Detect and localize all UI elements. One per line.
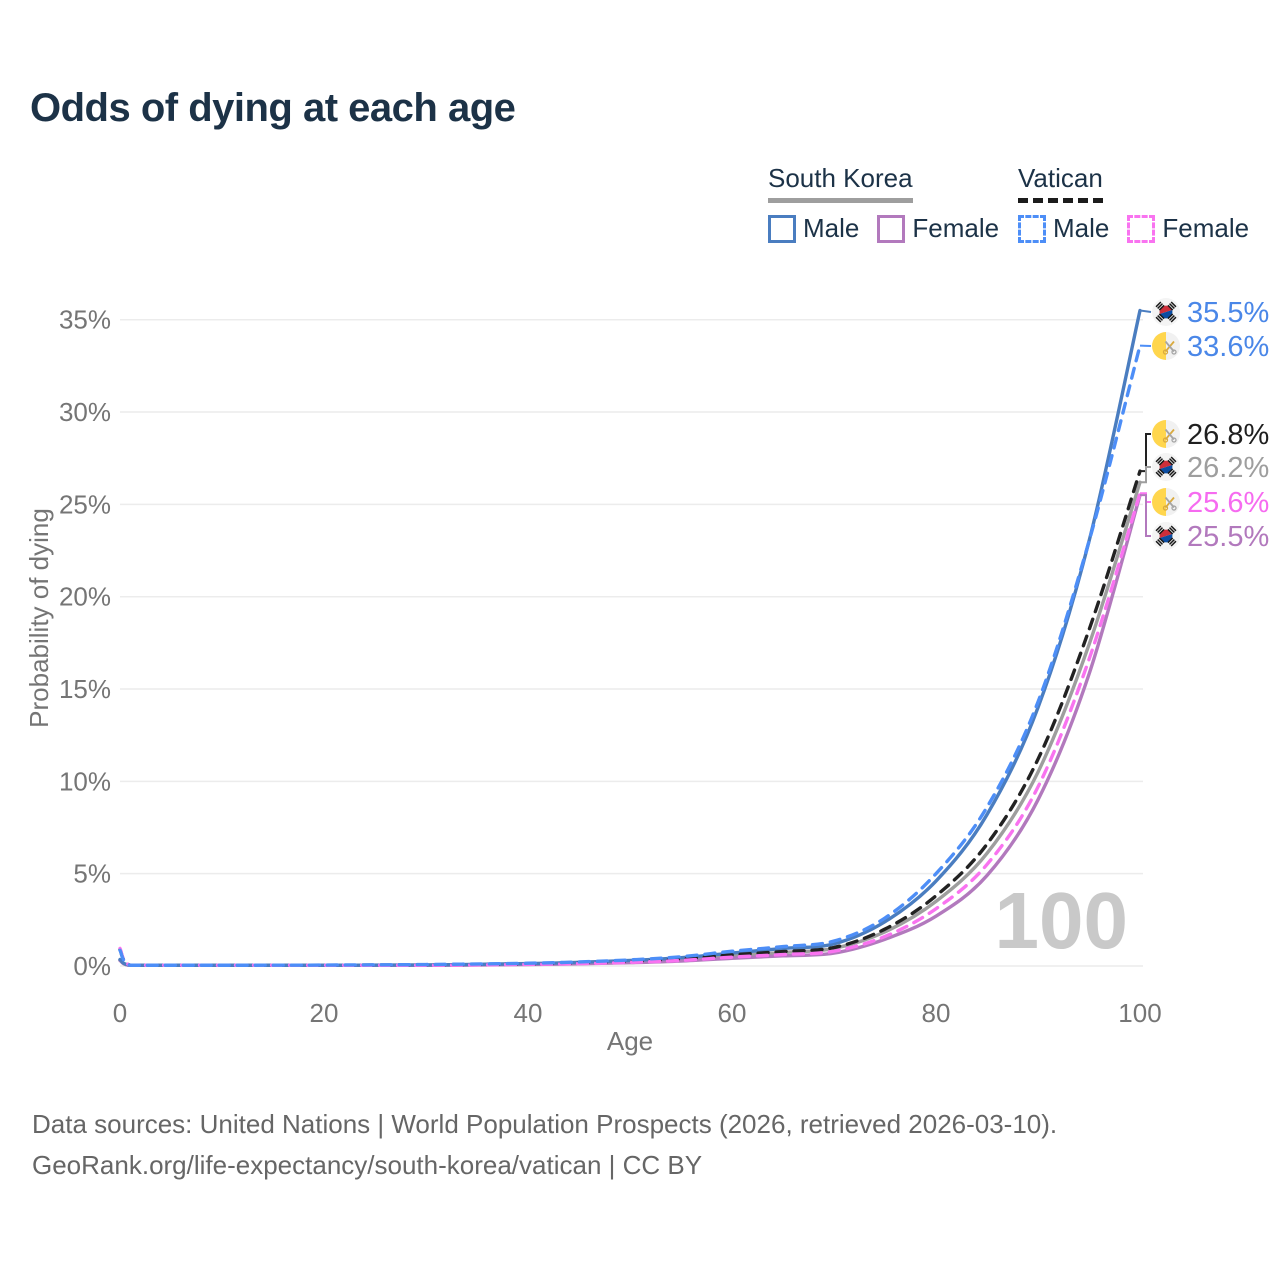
south-korea-flag-icon [1152,453,1180,481]
y-tick-label: 35% [59,305,111,335]
legend-item-label: Male [1053,213,1109,244]
legend-item-south-korea-male[interactable]: Male [768,213,859,244]
line-vatican-both-sexes- [120,471,1140,965]
legend-group-vatican: Vatican Male Female [1018,163,1249,244]
legend-item-label: Female [912,213,999,244]
leader-line [1140,467,1151,482]
y-tick-label: 10% [59,766,111,796]
legend-swatch [1127,215,1155,243]
y-tick-label: 0% [73,951,111,981]
x-tick-label: 20 [310,998,339,1028]
legend-item-south-korea-female[interactable]: Female [877,213,999,244]
watermark-age-100: 100 [995,876,1128,965]
x-tick-label: 60 [718,998,747,1028]
legend-swatch [877,215,905,243]
end-label-vatican-both-sexes-: 26.8% [1187,419,1269,451]
vatican-flag-icon [1152,332,1180,360]
footer-attribution: GeoRank.org/life-expectancy/south-korea/… [32,1145,1057,1186]
y-axis-title: Probability of dying [24,508,54,728]
page-title: Odds of dying at each age [30,86,515,131]
y-tick-label: 20% [59,582,111,612]
y-tick-label: 15% [59,674,111,704]
end-label-south-korea-female: 25.5% [1187,521,1269,553]
legend-country-label: Vatican [1018,163,1103,203]
line-vatican-male [120,346,1140,966]
end-label-vatican-female: 25.6% [1187,487,1269,519]
y-tick-label: 25% [59,489,111,519]
end-label-south-korea-male: 35.5% [1187,297,1269,329]
footer: Data sources: United Nations | World Pop… [32,1104,1057,1186]
y-tick-label: 5% [73,859,111,889]
x-tick-label: 0 [113,998,127,1028]
south-korea-flag-icon [1152,298,1180,326]
y-tick-label: 30% [59,397,111,427]
x-tick-label: 80 [922,998,951,1028]
legend-country-label: South Korea [768,163,913,203]
vatican-flag-icon [1152,420,1180,448]
leader-line [1140,310,1151,312]
x-tick-label: 40 [514,998,543,1028]
legend-item-vatican-male[interactable]: Male [1018,213,1109,244]
footer-data-sources: Data sources: United Nations | World Pop… [32,1104,1057,1145]
south-korea-flag-icon [1152,522,1180,550]
end-label-vatican-male: 33.6% [1187,331,1269,363]
legend-item-vatican-female[interactable]: Female [1127,213,1249,244]
leader-line [1140,434,1151,471]
line-vatican-female [120,493,1140,965]
legend-swatch [1018,215,1046,243]
legend: South Korea Male Female Vatican Male Female [0,163,1280,243]
legend-group-south-korea: South Korea Male Female [768,163,999,244]
legend-item-label: Female [1162,213,1249,244]
vatican-flag-icon [1152,488,1180,516]
legend-swatch [768,215,796,243]
line-south-korea-female [120,495,1140,965]
legend-item-label: Male [803,213,859,244]
x-tick-label: 100 [1118,998,1161,1028]
x-axis-title: Age [607,1026,653,1056]
end-label-south-korea-both-sexes-: 26.2% [1187,452,1269,484]
line-south-korea-both-sexes- [120,482,1140,965]
